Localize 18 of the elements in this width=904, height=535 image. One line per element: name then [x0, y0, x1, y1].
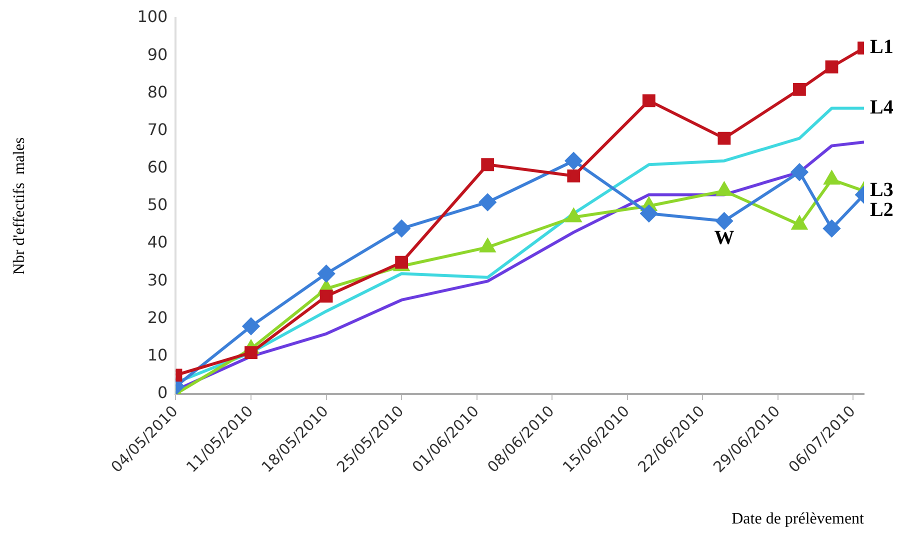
y-tick-label: 30 — [147, 270, 168, 290]
x-axis-title: Date de prélèvement — [732, 510, 865, 528]
series-label: L1 — [870, 36, 894, 58]
y-tick-label: 90 — [147, 44, 168, 64]
y-tick-label: 60 — [147, 158, 168, 177]
y-tick-label: 50 — [147, 195, 168, 214]
y-tick-label: 20 — [147, 308, 168, 327]
series-label: L3 — [870, 179, 894, 202]
y-tick-label: 0 — [158, 383, 168, 402]
y-axis-title: Nbr d'effectifs males — [10, 137, 28, 275]
series-label: L4 — [870, 96, 894, 118]
y-tick-label: 80 — [147, 82, 168, 102]
y-tick-label: 100 — [137, 7, 168, 26]
series-label: L2 — [870, 199, 894, 222]
y-tick-label: 70 — [147, 120, 168, 139]
y-tick-label: 10 — [147, 346, 168, 364]
y-tick-label: 40 — [147, 232, 168, 252]
annotation: W — [714, 227, 734, 250]
